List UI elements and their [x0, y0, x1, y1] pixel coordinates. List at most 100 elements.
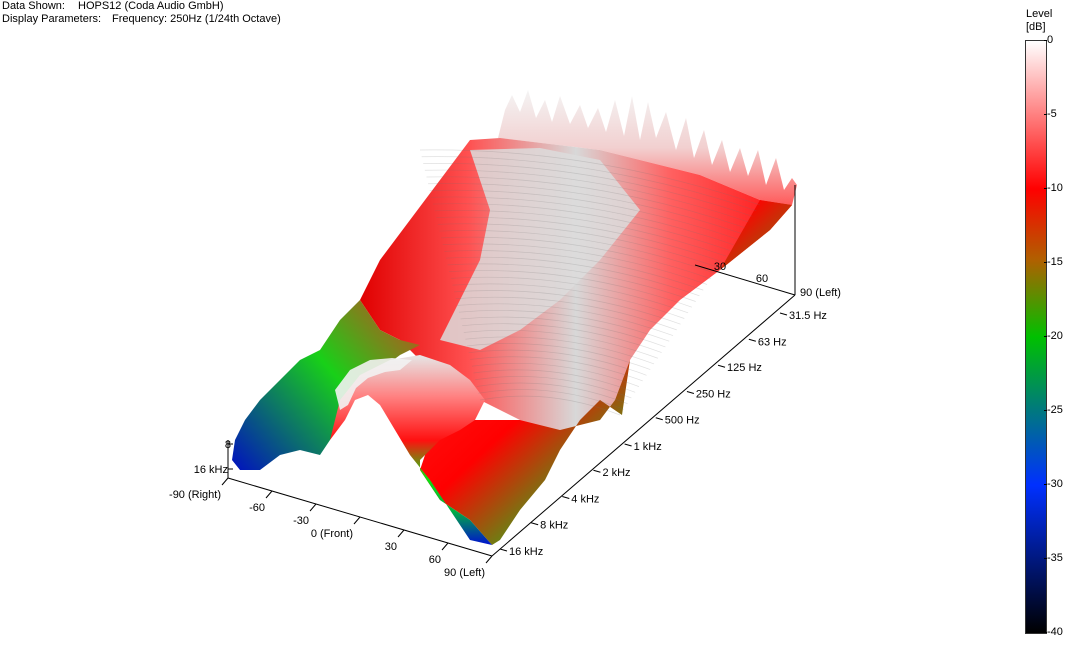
- angle-tick-label: -90 (Right): [169, 489, 221, 501]
- frequency-tick-mark: [748, 338, 756, 342]
- mesh-line: [442, 243, 708, 285]
- mesh-line: [476, 382, 628, 404]
- mesh-line: [473, 369, 636, 393]
- color-scale-tick-label: -5: [1044, 108, 1057, 120]
- frequency-tick-label: 500 Hz: [665, 415, 700, 427]
- mesh-line: [421, 156, 757, 212]
- angle-tick-label: -30: [293, 515, 309, 527]
- header: Data Shown: HOPS12 (Coda Audio GmbH) Disp…: [2, 0, 281, 26]
- back-angle-tick-label: 60: [756, 273, 768, 285]
- frequency-tick-label: 31.5 Hz: [789, 310, 827, 322]
- angle-tick-mark: [353, 516, 361, 525]
- surface-left-side: [232, 260, 420, 470]
- frequency-tick-mark: [593, 469, 601, 473]
- angle-tick-label: 0 (Front): [311, 528, 353, 540]
- back-angle-tick-label: 30: [714, 261, 726, 273]
- mesh-line: [437, 223, 719, 268]
- mesh-line: [445, 256, 700, 297]
- color-scale-tick-label: 0: [1043, 34, 1054, 46]
- frequency-tick-mark: [686, 390, 695, 394]
- frequency-tick-mark: [624, 443, 632, 447]
- surface-center-highlight: [440, 148, 640, 350]
- frequency-tick-label: 1 kHz: [634, 441, 662, 453]
- mesh-line: [447, 263, 696, 302]
- legend-title-line2: [dB]: [1026, 21, 1046, 33]
- frequency-tick-label: 250 Hz: [696, 388, 731, 400]
- frequency-tick-label: 2 kHz: [602, 467, 630, 479]
- mesh-line: [441, 236, 711, 280]
- mesh-line: [434, 210, 727, 257]
- color-scale-tick-label: -10: [1044, 182, 1063, 194]
- mesh-line: [424, 169, 749, 223]
- surface-right-side: [420, 200, 792, 545]
- surface-back-ridge: [498, 90, 797, 205]
- angle-tick-mark: [441, 542, 449, 551]
- frequency-tick-label: 63 Hz: [758, 336, 787, 348]
- mesh-line: [452, 283, 685, 319]
- frequency-tick-mark: [499, 548, 508, 552]
- left-tick-label: 16 kHz: [194, 464, 228, 476]
- mesh-line: [419, 149, 761, 206]
- frequency-tick-mark: [655, 417, 663, 421]
- frequency-axis-line: [491, 294, 796, 557]
- frequency-tick-mark: [717, 364, 726, 368]
- mesh-line: [479, 395, 621, 416]
- mesh-line: [465, 336, 655, 365]
- mesh-line: [449, 270, 693, 308]
- color-scale-tick-label: -40: [1044, 626, 1063, 638]
- mesh-line: [429, 189, 738, 240]
- color-scale-bar: [1025, 40, 1047, 634]
- angle-tick-label: 60: [429, 554, 441, 566]
- mesh-line: [423, 163, 753, 217]
- mesh-line: [478, 389, 624, 410]
- mesh-line: [457, 303, 674, 336]
- mesh-line: [458, 310, 670, 342]
- color-scale-tick-label: -15: [1044, 256, 1063, 268]
- mesh-line: [463, 329, 658, 359]
- mesh-line: [455, 296, 677, 331]
- legend-title-line1: Level: [1026, 8, 1053, 20]
- back-angle-tick-label: 90 (Left): [800, 287, 841, 299]
- legend-title: Level [dB]: [1026, 8, 1052, 34]
- surface-front-lobe: [330, 355, 492, 545]
- frequency-tick-label: 4 kHz: [571, 493, 599, 505]
- left-tick-label: 8: [225, 439, 231, 451]
- mesh-line: [462, 323, 662, 353]
- mesh-line: [436, 216, 723, 263]
- data-shown-row: Data Shown: HOPS12 (Coda Audio GmbH): [2, 0, 281, 13]
- surface-mesh: [232, 90, 797, 545]
- frequency-tick-mark: [531, 522, 539, 526]
- mesh-line: [466, 343, 651, 370]
- mesh-line: [450, 276, 689, 314]
- mesh-line: [475, 376, 632, 399]
- mesh-line: [454, 290, 681, 325]
- mesh-line: [444, 250, 704, 291]
- back-angle-line: [694, 264, 796, 296]
- surface-lobe-highlight: [335, 358, 412, 410]
- data-shown-value: HOPS12 (Coda Audio GmbH): [78, 0, 224, 12]
- angle-tick-mark: [221, 477, 229, 486]
- mesh-line: [428, 183, 742, 234]
- frequency-tick-mark: [779, 312, 788, 316]
- frequency-tick-mark: [562, 496, 570, 499]
- frequency-tick-label: 8 kHz: [540, 520, 568, 532]
- mesh-line: [439, 230, 715, 274]
- frequency-tick-label: 125 Hz: [727, 362, 762, 374]
- color-scale-tick-label: -25: [1044, 404, 1063, 416]
- angle-tick-mark: [309, 503, 317, 512]
- mesh-line: [471, 362, 640, 387]
- display-params-label: Display Parameters:: [2, 13, 102, 25]
- mesh-line: [431, 196, 734, 246]
- frequency-tick-label: 16 kHz: [509, 546, 543, 558]
- color-scale-tick-label: -30: [1044, 478, 1063, 490]
- display-params-value: Frequency: 250Hz (1/24th Octave): [112, 13, 281, 25]
- angle-tick-mark: [485, 555, 493, 564]
- data-shown-label: Data Shown:: [2, 0, 65, 12]
- mesh-line: [432, 203, 730, 251]
- mesh-line: [460, 316, 666, 348]
- color-scale-tick-label: -20: [1044, 330, 1063, 342]
- mesh-line: [468, 349, 647, 376]
- angle-tick-mark: [397, 529, 405, 538]
